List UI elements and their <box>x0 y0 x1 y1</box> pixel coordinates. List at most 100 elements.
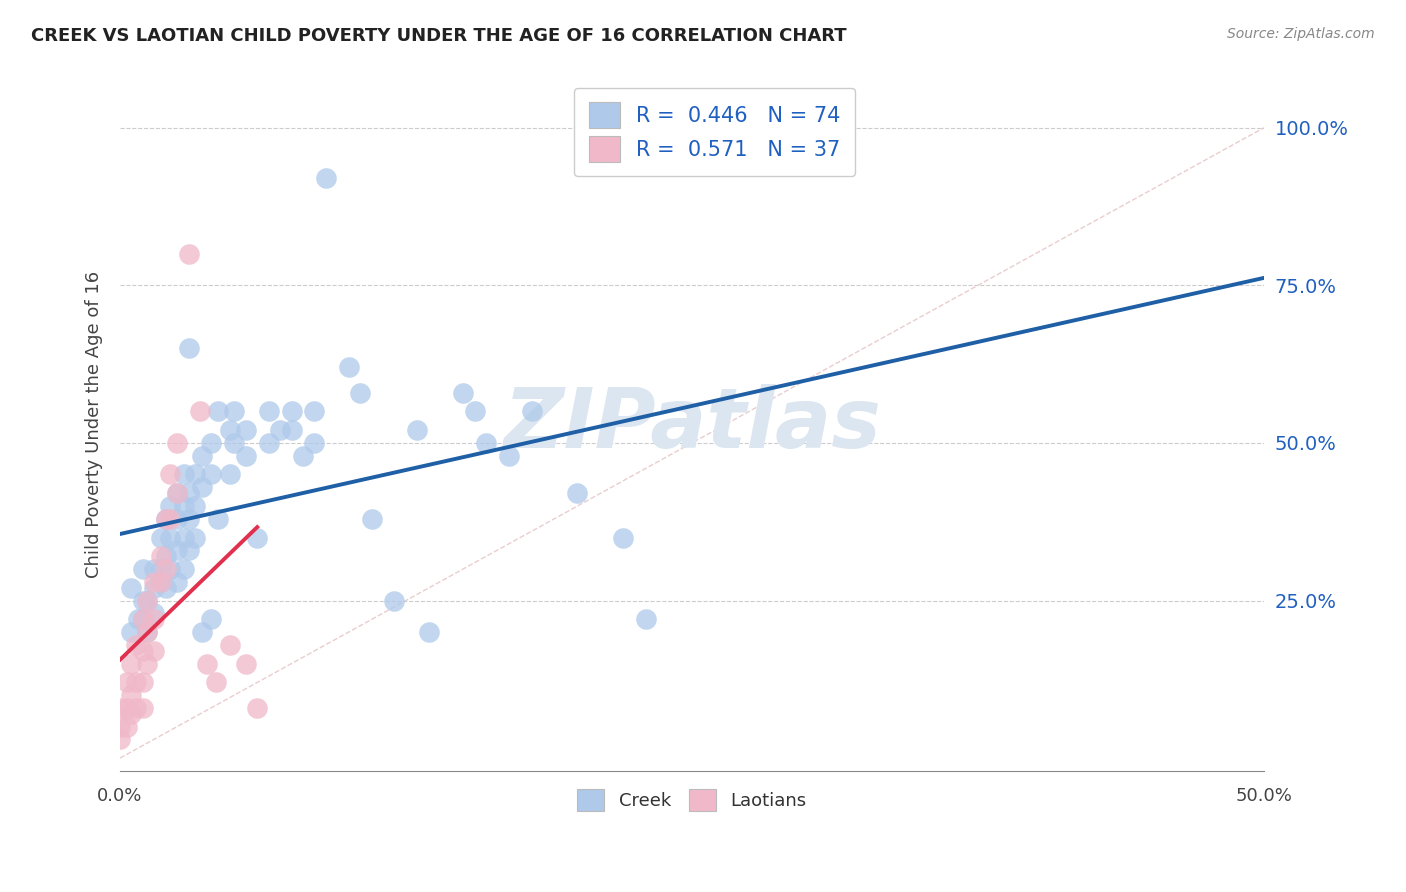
Point <box>246 700 269 714</box>
Point <box>200 612 222 626</box>
Point <box>191 480 214 494</box>
Point <box>155 511 177 525</box>
Point <box>120 688 142 702</box>
Point <box>406 423 429 437</box>
Point <box>132 675 155 690</box>
Point <box>207 404 229 418</box>
Point <box>173 562 195 576</box>
Point <box>120 625 142 640</box>
Legend: Creek, Laotians: Creek, Laotians <box>564 777 820 824</box>
Point <box>360 511 382 525</box>
Point <box>132 644 155 658</box>
Point <box>475 436 498 450</box>
Text: CREEK VS LAOTIAN CHILD POVERTY UNDER THE AGE OF 16 CORRELATION CHART: CREEK VS LAOTIAN CHILD POVERTY UNDER THE… <box>31 27 846 45</box>
Point <box>418 625 440 640</box>
Point <box>150 549 173 564</box>
Text: ZIPatlas: ZIPatlas <box>503 384 880 465</box>
Point <box>166 511 188 525</box>
Point <box>235 657 257 671</box>
Point <box>177 247 200 261</box>
Point <box>155 581 177 595</box>
Point <box>120 657 142 671</box>
Point <box>184 467 207 482</box>
Point <box>173 467 195 482</box>
Point <box>207 511 229 525</box>
Point <box>567 486 589 500</box>
Point <box>125 700 148 714</box>
Point <box>224 404 246 418</box>
Y-axis label: Child Poverty Under the Age of 16: Child Poverty Under the Age of 16 <box>86 270 103 578</box>
Point <box>235 449 257 463</box>
Point <box>349 385 371 400</box>
Point <box>280 423 302 437</box>
Point <box>115 720 138 734</box>
Point <box>177 511 200 525</box>
Point <box>108 732 131 747</box>
Point <box>143 562 166 576</box>
Point <box>205 675 228 690</box>
Point <box>304 436 326 450</box>
Point <box>191 449 214 463</box>
Point <box>132 700 155 714</box>
Point <box>155 511 177 525</box>
Point <box>120 581 142 595</box>
Point <box>177 342 200 356</box>
Point <box>155 549 177 564</box>
Point <box>132 562 155 576</box>
Point <box>235 423 257 437</box>
Point <box>132 612 155 626</box>
Point <box>166 543 188 558</box>
Point <box>159 499 181 513</box>
Point <box>166 486 188 500</box>
Point <box>132 612 155 626</box>
Point <box>184 531 207 545</box>
Point <box>159 511 181 525</box>
Point <box>143 581 166 595</box>
Point <box>520 404 543 418</box>
Point <box>132 593 155 607</box>
Point <box>143 612 166 626</box>
Point <box>115 700 138 714</box>
Point <box>136 625 159 640</box>
Point <box>464 404 486 418</box>
Point <box>636 612 658 626</box>
Point <box>115 675 138 690</box>
Point <box>159 467 181 482</box>
Point <box>257 404 280 418</box>
Point <box>315 171 337 186</box>
Point <box>136 625 159 640</box>
Point <box>150 574 173 589</box>
Point <box>143 574 166 589</box>
Point <box>304 404 326 418</box>
Point <box>191 625 214 640</box>
Point <box>612 531 634 545</box>
Point <box>136 593 159 607</box>
Point <box>498 449 520 463</box>
Point <box>150 574 173 589</box>
Point <box>125 675 148 690</box>
Point <box>166 436 188 450</box>
Point <box>108 720 131 734</box>
Point <box>291 449 314 463</box>
Point <box>150 562 173 576</box>
Point <box>188 404 211 418</box>
Point <box>257 436 280 450</box>
Point <box>224 436 246 450</box>
Point <box>218 423 240 437</box>
Point <box>177 486 200 500</box>
Point <box>218 638 240 652</box>
Point <box>143 606 166 620</box>
Point <box>143 644 166 658</box>
Point <box>177 543 200 558</box>
Point <box>125 638 148 652</box>
Point <box>218 467 240 482</box>
Point <box>166 574 188 589</box>
Point <box>269 423 291 437</box>
Point <box>159 562 181 576</box>
Point <box>108 700 131 714</box>
Point <box>200 436 222 450</box>
Point <box>120 706 142 721</box>
Point <box>184 499 207 513</box>
Point <box>195 657 218 671</box>
Point <box>155 562 177 576</box>
